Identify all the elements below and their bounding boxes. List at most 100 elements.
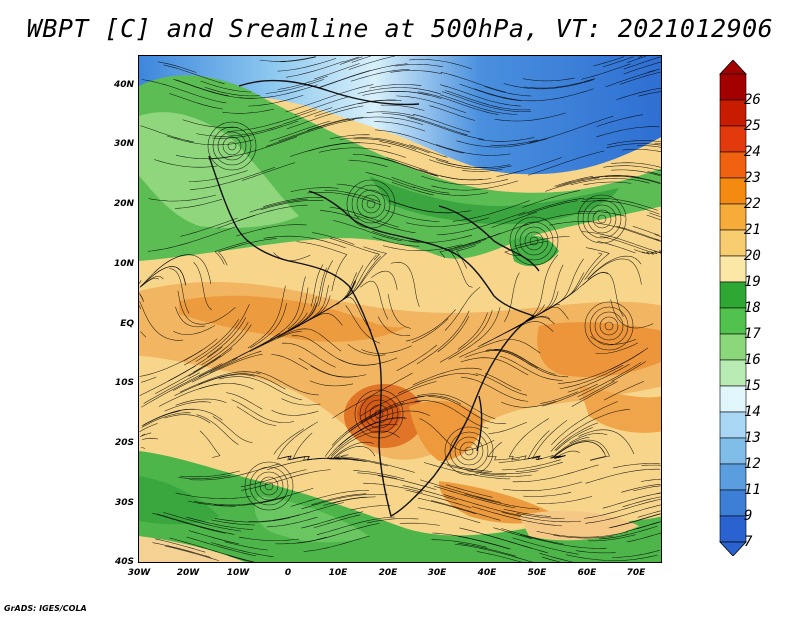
- streamline: [222, 108, 275, 114]
- streamline: [291, 335, 377, 366]
- streamline: [248, 95, 304, 107]
- streamline: [581, 231, 661, 253]
- streamline: [457, 312, 488, 350]
- vortex-ring: [249, 466, 289, 506]
- streamline: [226, 392, 263, 410]
- vortex-ring: [509, 216, 559, 266]
- streamline: [622, 149, 661, 152]
- streamline: [345, 305, 381, 344]
- streamline: [214, 517, 291, 523]
- streamline: [430, 500, 501, 521]
- streamline: [623, 61, 661, 75]
- streamline: [409, 144, 448, 158]
- streamline: [587, 258, 642, 285]
- streamline: [587, 255, 642, 280]
- colorbar-swatch: [719, 359, 747, 387]
- streamline: [307, 192, 382, 206]
- streamline: [369, 84, 422, 89]
- lon-label: 60E: [577, 568, 597, 578]
- streamline: [621, 484, 661, 493]
- streamline: [525, 264, 564, 323]
- streamline: [638, 91, 661, 97]
- vortex-ring: [582, 199, 622, 239]
- lat-label: 30S: [114, 498, 134, 508]
- colorbar-label: 12: [744, 456, 761, 472]
- streamline: [609, 347, 649, 370]
- streamline: [143, 372, 200, 404]
- colorbar-label: 21: [744, 222, 761, 238]
- streamline: [311, 232, 355, 245]
- lat-label: 30N: [113, 139, 134, 149]
- streamline: [307, 142, 391, 152]
- streamline: [263, 235, 346, 249]
- streamline: [375, 410, 430, 420]
- streamline: [306, 118, 350, 131]
- vortex-ring: [454, 436, 484, 466]
- streamline: [324, 412, 382, 457]
- streamline: [174, 374, 255, 396]
- streamline: [551, 401, 618, 446]
- streamline: [421, 175, 508, 185]
- vortex-ring: [592, 209, 612, 229]
- streamline: [623, 56, 661, 70]
- streamline: [636, 521, 660, 530]
- colorbar-swatch: [719, 229, 747, 257]
- vortex-ring: [369, 404, 389, 424]
- streamline: [296, 241, 348, 292]
- vortex-ring: [356, 189, 386, 219]
- streamline: [396, 95, 466, 114]
- streamline: [417, 91, 499, 115]
- streamline: [208, 136, 298, 160]
- vortex-ring: [444, 426, 494, 476]
- streamline: [255, 371, 319, 396]
- colorbar-swatch: [719, 489, 747, 517]
- streamline: [612, 550, 660, 558]
- streamline: [277, 58, 337, 72]
- streamline: [452, 200, 530, 222]
- vortex-ring: [346, 179, 396, 229]
- streamline: [541, 556, 561, 562]
- streamline: [303, 535, 370, 552]
- streamline: [285, 84, 374, 113]
- streamline: [332, 496, 376, 504]
- streamline: [201, 322, 249, 366]
- colorbar-swatch: [719, 255, 747, 283]
- lon-label: 0: [284, 568, 292, 578]
- streamline: [638, 56, 642, 58]
- streamline: [550, 409, 631, 452]
- streamline: [267, 458, 342, 470]
- streamline: [436, 211, 526, 236]
- lon-label: 20W: [176, 568, 200, 578]
- streamline: [603, 165, 661, 172]
- lat-label: 20S: [114, 438, 134, 448]
- streamline: [182, 119, 238, 128]
- vortex-ring: [594, 311, 624, 341]
- streamline: [141, 433, 146, 436]
- streamline: [198, 333, 281, 377]
- streamline: [654, 142, 661, 145]
- streamline: [599, 235, 661, 255]
- vortex-ring: [589, 306, 629, 346]
- streamline: [409, 59, 472, 70]
- vortex-ring: [351, 184, 391, 224]
- streamline: [211, 519, 255, 526]
- streamline: [175, 398, 227, 406]
- lat-label: 10N: [113, 259, 134, 269]
- vortex-ring: [514, 221, 554, 261]
- vortex-ring: [459, 441, 479, 461]
- streamline: [318, 260, 334, 307]
- streamline: [519, 534, 607, 549]
- streamline: [277, 421, 319, 461]
- streamline: [269, 120, 331, 142]
- streamline: [141, 277, 159, 287]
- lat-label: 10S: [114, 378, 134, 388]
- streamline: [382, 244, 462, 251]
- streamline: [224, 541, 268, 551]
- streamline: [462, 169, 503, 172]
- streamline: [446, 484, 493, 498]
- streamline: [420, 479, 502, 503]
- streamline: [269, 276, 306, 340]
- streamline: [340, 454, 415, 473]
- streamline: [647, 171, 661, 176]
- streamline: [239, 84, 318, 99]
